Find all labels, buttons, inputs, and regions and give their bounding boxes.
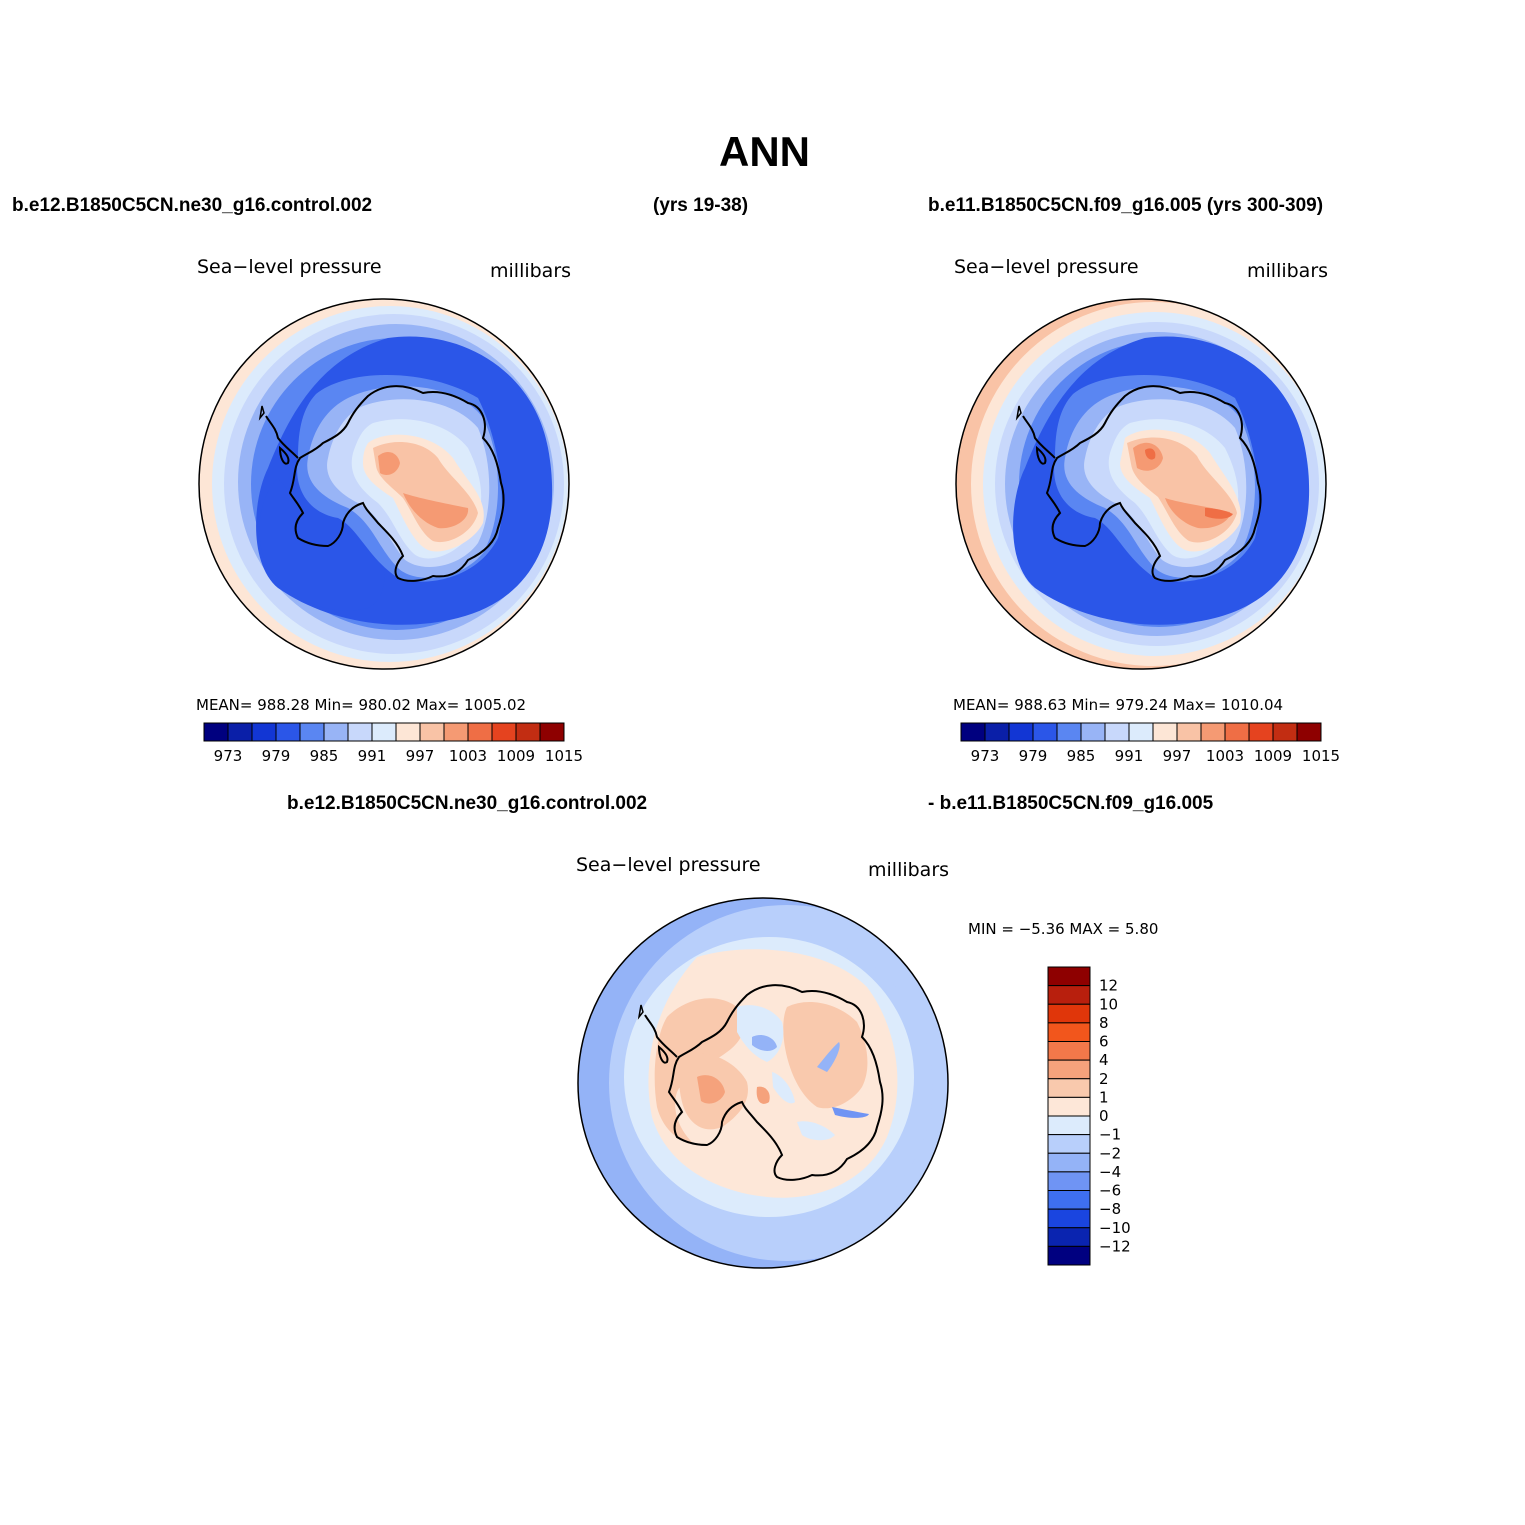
diff-colorbar-label: −2 bbox=[1099, 1144, 1121, 1162]
case1-name: b.e12.B1850C5CN.ne30_g16.control.002 bbox=[12, 195, 373, 216]
right-colorbar-label: 1003 bbox=[1206, 747, 1244, 765]
right-colorbar-swatch bbox=[1008, 722, 1034, 742]
right-stats: MEAN= 988.63 Min= 979.24 Max= 1010.04 bbox=[953, 696, 1284, 714]
diff-colorbar-swatch bbox=[1047, 1227, 1091, 1247]
diff-variable-label: Sea−level pressure bbox=[576, 854, 761, 876]
left-colorbar-swatch bbox=[323, 722, 349, 742]
case1-years: (yrs 19-38) bbox=[653, 195, 749, 216]
right-colorbar-label: 997 bbox=[1163, 747, 1192, 765]
left-colorbar-swatch bbox=[251, 722, 277, 742]
diff-colorbar-swatch bbox=[1047, 1171, 1091, 1191]
figure-title: ANN bbox=[719, 128, 810, 175]
right-colorbar: 973 979 985 991 997 1003 1009 1015 bbox=[960, 722, 1340, 765]
left-colorbar-label: 985 bbox=[310, 747, 339, 765]
left-colorbar-swatch bbox=[419, 722, 445, 742]
diff-colorbar-label: −12 bbox=[1099, 1237, 1131, 1255]
left-colorbar-label: 979 bbox=[262, 747, 291, 765]
left-stats: MEAN= 988.28 Min= 980.02 Max= 1005.02 bbox=[196, 696, 527, 714]
left-colorbar-swatch bbox=[299, 722, 325, 742]
diff-case1: b.e12.B1850C5CN.ne30_g16.control.002 bbox=[287, 793, 648, 814]
diff-colorbar-swatch bbox=[1047, 1190, 1091, 1210]
diff-colorbar-label: 12 bbox=[1099, 977, 1118, 995]
diff-colorbar-swatch bbox=[1047, 1208, 1091, 1229]
diff-colorbar-swatch bbox=[1047, 1245, 1091, 1266]
right-colorbar-swatch bbox=[960, 722, 986, 742]
right-colorbar-swatch bbox=[1272, 722, 1298, 742]
right-colorbar-swatch bbox=[984, 722, 1010, 742]
left-colorbar-swatch bbox=[371, 722, 397, 742]
diff-colorbar-label: 1 bbox=[1099, 1088, 1109, 1106]
diff-colorbar-label: 2 bbox=[1099, 1070, 1109, 1088]
right-colorbar-label: 979 bbox=[1019, 747, 1048, 765]
left-colorbar-swatch bbox=[275, 722, 301, 742]
diff-colorbar-swatch bbox=[1047, 985, 1091, 1005]
left-colorbar-swatch bbox=[539, 722, 565, 742]
diff-colorbar-label: −8 bbox=[1099, 1200, 1121, 1218]
right-colorbar-swatch bbox=[1296, 722, 1322, 742]
left-variable-label: Sea−level pressure bbox=[197, 256, 382, 278]
left-colorbar-swatch bbox=[227, 722, 253, 742]
left-colorbar-label: 1003 bbox=[449, 747, 487, 765]
right-colorbar-swatch bbox=[1200, 722, 1226, 742]
right-colorbar-swatch bbox=[1152, 722, 1178, 742]
diff-colorbar-swatch bbox=[1047, 1003, 1091, 1024]
right-colorbar-label: 1009 bbox=[1254, 747, 1292, 765]
right-colorbar-label: 973 bbox=[971, 747, 1000, 765]
left-colorbar-swatch bbox=[491, 722, 517, 742]
left-colorbar-swatch bbox=[467, 722, 493, 742]
left-units-label: millibars bbox=[490, 260, 572, 282]
left-colorbar-label: 991 bbox=[358, 747, 387, 765]
right-variable-label: Sea−level pressure bbox=[954, 256, 1139, 278]
diff-colorbar-swatch bbox=[1047, 1078, 1091, 1098]
left-colorbar-swatch bbox=[515, 722, 541, 742]
diff-colorbar-label: 10 bbox=[1099, 995, 1118, 1013]
diff-colorbar-swatch bbox=[1047, 1096, 1091, 1117]
diff-colorbar-label: −1 bbox=[1099, 1126, 1121, 1144]
diff-colorbar-label: −4 bbox=[1099, 1163, 1121, 1181]
diff-polar-map bbox=[577, 897, 949, 1269]
right-units-label: millibars bbox=[1247, 260, 1329, 282]
right-colorbar-swatch bbox=[1032, 722, 1058, 742]
diff-colorbar-label: 0 bbox=[1099, 1107, 1109, 1125]
diff-units-label: millibars bbox=[868, 859, 950, 881]
right-colorbar-swatch bbox=[1176, 722, 1202, 742]
diff-colorbar-label: −10 bbox=[1099, 1219, 1131, 1237]
diff-colorbar-label: 8 bbox=[1099, 1014, 1109, 1032]
right-colorbar-swatch bbox=[1224, 722, 1250, 742]
left-colorbar: 973 979 985 991 997 1003 1009 1015 bbox=[203, 722, 583, 765]
diff-colorbar-label: −6 bbox=[1099, 1182, 1121, 1200]
diff-colorbar-swatch bbox=[1047, 1134, 1091, 1154]
left-colorbar-swatch bbox=[347, 722, 373, 742]
case2-label: b.e11.B1850C5CN.f09_g16.005 (yrs 300-309… bbox=[928, 195, 1324, 216]
diff-colorbar-swatch bbox=[1047, 1022, 1091, 1042]
left-polar-map bbox=[198, 298, 570, 670]
diff-colorbar-swatch bbox=[1047, 1115, 1091, 1136]
right-colorbar-swatch bbox=[1056, 722, 1082, 742]
diff-stats: MIN = −5.36 MAX = 5.80 bbox=[968, 920, 1159, 938]
diff-case2: - b.e11.B1850C5CN.f09_g16.005 bbox=[928, 793, 1214, 814]
left-colorbar-swatch bbox=[443, 722, 469, 742]
left-colorbar-label: 997 bbox=[406, 747, 435, 765]
right-polar-map bbox=[955, 298, 1327, 670]
diff-colorbar-swatch bbox=[1047, 1041, 1091, 1061]
diff-colorbar-label: 4 bbox=[1099, 1051, 1109, 1069]
left-colorbar-swatch bbox=[395, 722, 421, 742]
right-colorbar-swatch bbox=[1248, 722, 1274, 742]
left-colorbar-label: 1015 bbox=[545, 747, 583, 765]
left-colorbar-swatch bbox=[203, 722, 229, 742]
diff-colorbar-swatch bbox=[1047, 1152, 1091, 1173]
right-colorbar-swatch bbox=[1080, 722, 1106, 742]
right-colorbar-swatch bbox=[1104, 722, 1130, 742]
diff-colorbar-label: 6 bbox=[1099, 1033, 1109, 1051]
left-colorbar-label: 973 bbox=[214, 747, 243, 765]
diff-colorbar-swatch bbox=[1047, 966, 1091, 987]
right-colorbar-swatch bbox=[1128, 722, 1154, 742]
diff-colorbar-swatch bbox=[1047, 1059, 1091, 1080]
right-colorbar-label: 991 bbox=[1115, 747, 1144, 765]
right-colorbar-label: 1015 bbox=[1302, 747, 1340, 765]
right-colorbar-label: 985 bbox=[1067, 747, 1096, 765]
left-colorbar-label: 1009 bbox=[497, 747, 535, 765]
